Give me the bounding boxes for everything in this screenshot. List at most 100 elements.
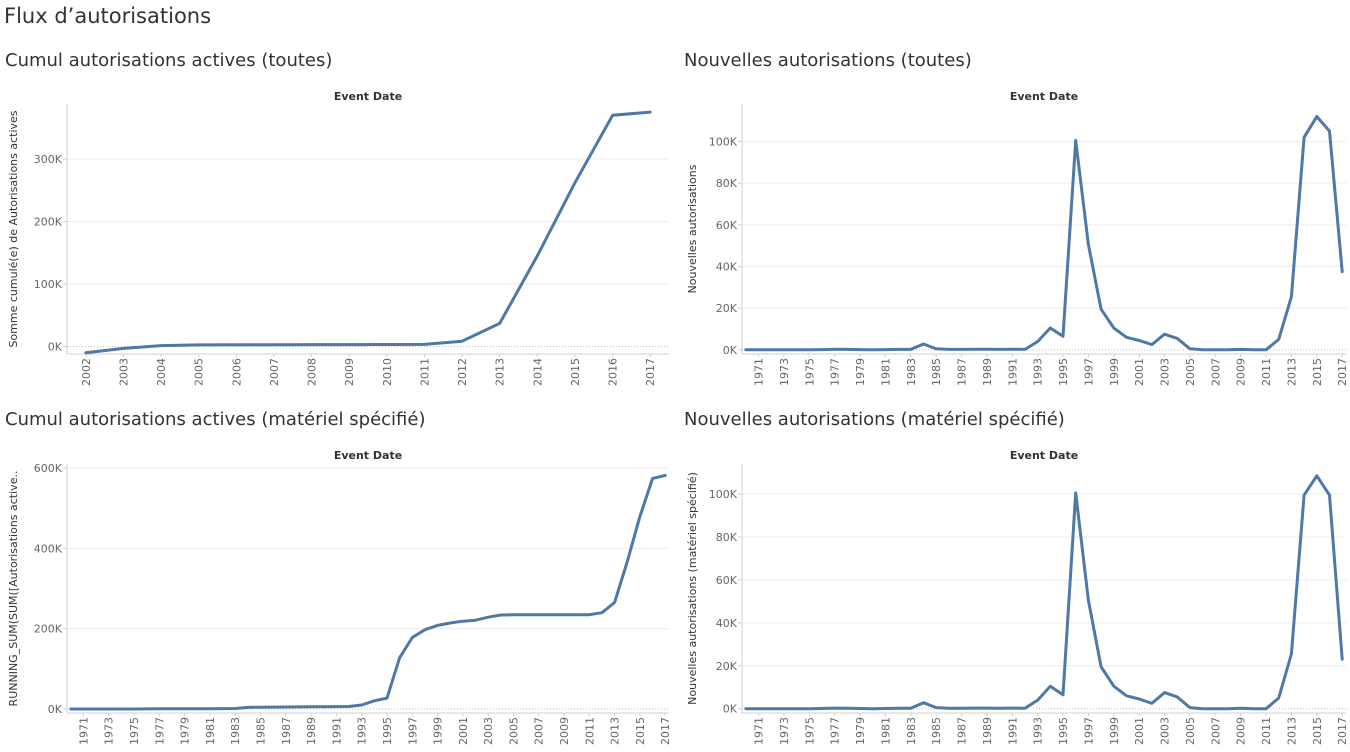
x-tick-label: 2016: [607, 358, 620, 386]
x-tick-label: 2007: [1209, 358, 1222, 386]
x-tick-label: 1973: [778, 358, 791, 386]
x-tick-label: 1979: [179, 717, 192, 745]
panel-cumul-toutes: Cumul autorisations actives (toutes) Eve…: [5, 50, 675, 400]
dashboard-title: Flux d’autorisations: [4, 4, 212, 28]
y-axis-title: Somme cumulé(e) de Autorisations actives: [7, 110, 20, 347]
y-tick-label: 0K: [723, 344, 738, 357]
x-tick-label: 1995: [1057, 717, 1070, 745]
y-axis-title: RUNNING_SUM(SUM([Autorisations active..: [7, 471, 20, 707]
line-chart-nouvelles-materiel[interactable]: Event Date 0K 20K 40K 60K 80K 100K Nouvelles au…: [684, 409, 1350, 752]
x-tick-label: 1975: [128, 717, 141, 745]
chart-title: Nouvelles autorisations (matériel spécif…: [684, 409, 1065, 430]
series-line: [84, 110, 652, 355]
x-tick-label: 2013: [1285, 717, 1298, 745]
x-tick-label: 1987: [280, 717, 293, 745]
x-tick-label: 1981: [204, 717, 217, 745]
x-tick-label: 2003: [482, 717, 495, 745]
y-tick-label: 60K: [716, 219, 738, 232]
x-tick-label: 1983: [905, 358, 918, 386]
x-tick-label: 2007: [1209, 717, 1222, 745]
x-tick-label: 2009: [1235, 358, 1248, 386]
x-tick-label: 2009: [558, 717, 571, 745]
x-tick-label: 1981: [879, 358, 892, 386]
x-tick-label: 2015: [634, 717, 647, 745]
x-tick-label: 2015: [569, 358, 582, 386]
x-tick-label: 1977: [829, 358, 842, 386]
y-tick-label: 100K: [709, 136, 738, 149]
x-tick-label: 1993: [356, 717, 369, 745]
x-tick-label: 2001: [1133, 717, 1146, 745]
x-tick-label: 1971: [77, 717, 90, 745]
x-tick-label: 1991: [1006, 358, 1019, 386]
x-tick-label: 1981: [879, 717, 892, 745]
y-tick-label: 0K: [48, 341, 63, 354]
x-tick-label: 1979: [854, 358, 867, 386]
y-tick-label: 20K: [716, 302, 738, 315]
x-tick-label: 2003: [1159, 358, 1172, 386]
x-tick-label: 1989: [981, 717, 994, 745]
line-chart-cumul-materiel[interactable]: Event Date 0K 200K 400K 600K RUNNING_SUM(SUM(…: [5, 409, 675, 752]
x-tick-label: 2011: [1260, 358, 1273, 386]
series-line: [744, 115, 1344, 352]
x-tick-label: 2007: [268, 358, 281, 386]
column-header: Event Date: [1010, 449, 1078, 462]
y-tick-label: 100K: [709, 488, 738, 501]
y-tick-label: 300K: [34, 153, 63, 166]
x-tick-label: 2003: [1159, 717, 1172, 745]
x-tick-label: 2011: [583, 717, 596, 745]
column-header: Event Date: [334, 90, 402, 103]
x-tick-label: 1993: [1032, 358, 1045, 386]
y-tick-label: 80K: [716, 177, 738, 190]
x-tick-label: 2008: [306, 358, 319, 386]
x-tick-label: 2012: [456, 358, 469, 386]
x-tick-label: 2004: [155, 358, 168, 386]
x-tick-label: 1993: [1032, 717, 1045, 745]
chart-title: Cumul autorisations actives (matériel sp…: [5, 409, 426, 430]
x-tick-label: 1975: [803, 358, 816, 386]
panel-nouvelles-toutes: Nouvelles autorisations (toutes) Event D…: [684, 50, 1350, 400]
y-tick-label: 0K: [48, 703, 63, 716]
x-tick-label: 2015: [1311, 358, 1324, 386]
x-tick-label: 1999: [1108, 358, 1121, 386]
x-tick-label: 2005: [1184, 717, 1197, 745]
x-tick-label: 2013: [609, 717, 622, 745]
x-tick-label: 2011: [1260, 717, 1273, 745]
x-tick-label: 2017: [659, 717, 672, 745]
x-tick-label: 1973: [778, 717, 791, 745]
x-tick-label: 1989: [981, 358, 994, 386]
y-tick-label: 40K: [716, 261, 738, 274]
chart-title: Cumul autorisations actives (toutes): [5, 50, 333, 71]
y-tick-label: 600K: [34, 462, 63, 475]
x-tick-label: 1997: [406, 717, 419, 745]
x-tick-label: 1989: [305, 717, 318, 745]
chart-title: Nouvelles autorisations (toutes): [684, 50, 972, 71]
x-tick-label: 1983: [905, 717, 918, 745]
x-tick-label: 2007: [533, 717, 546, 745]
x-tick-label: 1987: [956, 358, 969, 386]
x-tick-label: 2005: [1184, 358, 1197, 386]
x-tick-label: 1985: [930, 717, 943, 745]
x-tick-label: 2017: [644, 358, 657, 386]
y-tick-label: 60K: [716, 574, 738, 587]
column-header: Event Date: [334, 449, 402, 462]
x-tick-label: 1985: [255, 717, 268, 745]
y-tick-label: 20K: [716, 660, 738, 673]
y-tick-label: 200K: [34, 623, 63, 636]
x-tick-label: 2013: [494, 358, 507, 386]
x-tick-label: 1997: [1082, 358, 1095, 386]
x-tick-label: 2001: [1133, 358, 1146, 386]
x-tick-label: 2009: [343, 358, 356, 386]
x-tick-label: 2005: [507, 717, 520, 745]
y-tick-label: 100K: [34, 278, 63, 291]
x-tick-label: 2015: [1311, 717, 1324, 745]
y-tick-label: 0K: [723, 703, 738, 716]
column-header: Event Date: [1010, 90, 1078, 103]
line-chart-cumul-toutes[interactable]: Event Date 0K 100K 200K 300K Somme cumulé(e) …: [5, 50, 675, 400]
x-tick-label: 1973: [103, 717, 116, 745]
panel-nouvelles-materiel: Nouvelles autorisations (matériel spécif…: [684, 409, 1350, 752]
panel-cumul-materiel: Cumul autorisations actives (matériel sp…: [5, 409, 675, 752]
x-tick-label: 2001: [457, 717, 470, 745]
x-tick-label: 1971: [752, 358, 765, 386]
x-tick-label: 1977: [153, 717, 166, 745]
